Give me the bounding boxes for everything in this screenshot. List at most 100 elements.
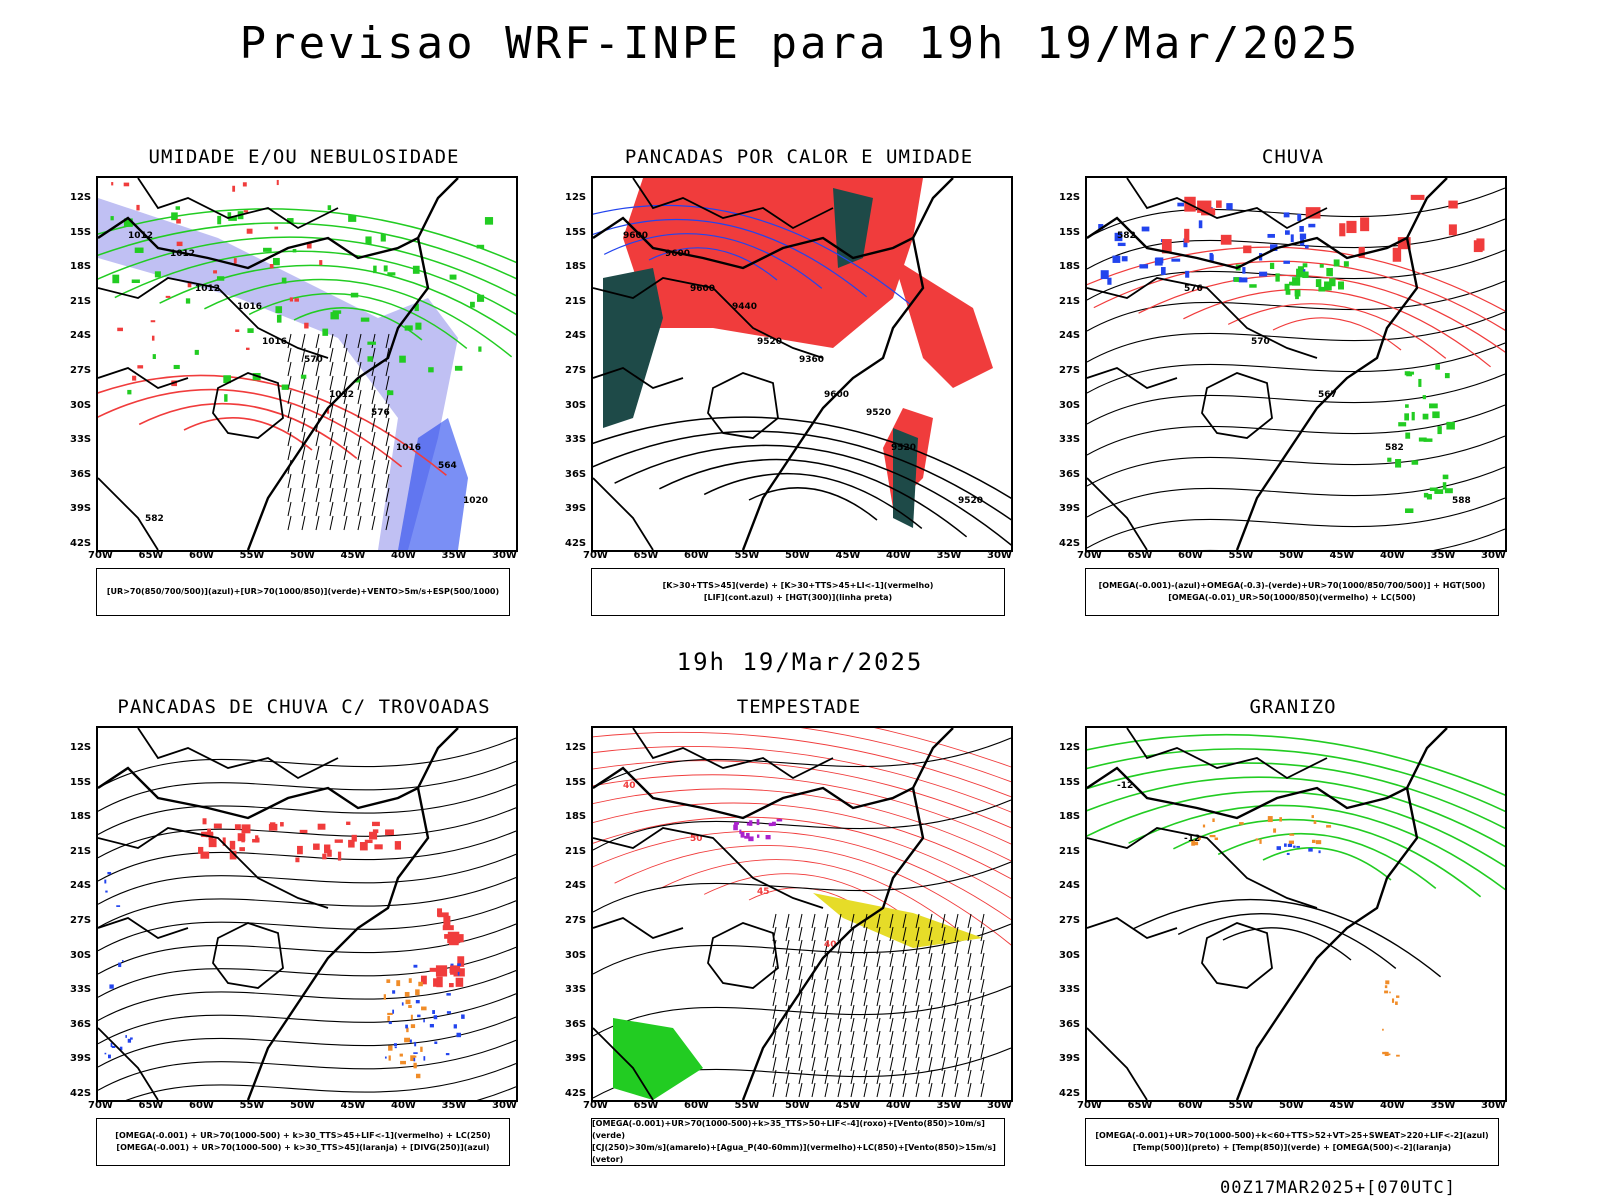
thunderstorm-cell <box>387 1012 393 1016</box>
wind-vector <box>824 926 829 942</box>
wind-vector <box>967 1017 972 1033</box>
wind-vector <box>876 926 881 942</box>
thickness-mark <box>123 182 130 187</box>
wind-vector <box>357 347 362 363</box>
latitude-label: 39S <box>565 1053 587 1065</box>
coastline-border <box>593 1027 654 1100</box>
coastline-border <box>246 787 430 1100</box>
contour-label: 9520 <box>757 337 782 347</box>
wind-vector <box>371 389 376 405</box>
rain-cell <box>1324 281 1332 291</box>
contour-label: 567 <box>1318 390 1337 400</box>
wind-vector <box>863 1069 868 1085</box>
streamline <box>126 1062 516 1100</box>
map-panel: 582 576 570 567 582 588 <box>1085 176 1507 552</box>
thunderstorm-cell <box>229 850 237 860</box>
coastline-border <box>1235 787 1419 1100</box>
wind-vector <box>785 913 790 929</box>
thunderstorm-cell <box>208 838 217 848</box>
wind-vector <box>837 965 842 981</box>
coastline-border <box>1087 178 1448 270</box>
longitude-label: 45W <box>835 550 861 561</box>
hail-cell <box>1287 843 1293 848</box>
wind-vector <box>301 487 306 503</box>
wind-vector <box>967 1069 972 1085</box>
thunderstorm-cell <box>405 999 411 1005</box>
wind-vector <box>850 913 855 929</box>
wind-vector <box>301 501 306 517</box>
rain-cell <box>1392 247 1402 262</box>
thunderstorm-cell <box>438 912 449 918</box>
divergence-mark <box>116 905 121 907</box>
wind-vector <box>785 965 790 981</box>
wind-vector <box>343 515 348 531</box>
rain-cell <box>1329 278 1336 287</box>
longitude-label: 30W <box>987 1100 1012 1111</box>
humidity-cell <box>380 233 386 242</box>
wind-vector <box>902 926 907 942</box>
wind-vector <box>863 939 868 955</box>
longitude-label: 30W <box>1481 1100 1506 1111</box>
coastline-border <box>593 728 954 820</box>
wind-vector <box>889 1069 894 1085</box>
wind-vector <box>301 473 306 489</box>
humidity-cell <box>276 314 282 323</box>
wind-vector <box>785 1030 790 1046</box>
wind-vector <box>301 459 306 475</box>
latitude-label: 18S <box>70 261 92 273</box>
thunderstorm-cell <box>457 956 465 967</box>
rain-cell <box>1405 432 1411 439</box>
rain-cell <box>1183 238 1188 248</box>
latitude-label: 27S <box>1059 915 1081 926</box>
rain-cell <box>1302 271 1309 279</box>
humidity-cell <box>477 294 485 302</box>
humidity-cell <box>399 355 406 363</box>
divergence-mark <box>457 971 460 976</box>
wind-vector <box>357 431 362 447</box>
coastline-border <box>1087 1027 1148 1100</box>
rain-cell <box>1098 224 1104 230</box>
latitude-label: 18S <box>565 261 587 273</box>
wind-vector <box>928 1069 933 1085</box>
wind-vector <box>967 926 972 942</box>
latitude-label: 24S <box>70 330 92 342</box>
coastline-border <box>1087 728 1448 820</box>
contour-label: 582 <box>145 514 164 524</box>
longitude-label: 45W <box>340 550 366 561</box>
thunderstorm-cell <box>410 1014 413 1020</box>
contour-line <box>159 264 516 337</box>
wind-vector <box>889 965 894 981</box>
wind-vector <box>876 1056 881 1072</box>
humidity-cell <box>354 378 360 383</box>
wind-vector <box>357 361 362 377</box>
contour-label: 1016 <box>237 302 262 312</box>
rain-cell <box>1294 289 1301 297</box>
wind-vector <box>889 913 894 929</box>
wind-vector <box>902 952 907 968</box>
divergence-mark <box>394 1046 397 1049</box>
rain-cell <box>1283 260 1290 264</box>
divergence-mark <box>456 1032 461 1038</box>
coastline-border <box>98 477 159 550</box>
wind-vector <box>928 978 933 994</box>
wind-vector <box>315 403 320 419</box>
thunderstorm-cell <box>234 824 241 830</box>
hail-mark <box>1202 824 1206 828</box>
longitude-label: 45W <box>1329 1100 1355 1111</box>
longitude-label: 40W <box>1380 1100 1405 1111</box>
wind-vector <box>824 1017 829 1033</box>
thunderstorm-cell <box>348 839 355 848</box>
longitude-label: 40W <box>886 1100 911 1111</box>
hail-mark <box>1387 1053 1391 1056</box>
wind-vector <box>928 1056 933 1072</box>
humidity-cell <box>348 215 357 222</box>
wind-vector <box>928 913 933 929</box>
contour-label: 582 <box>1385 443 1404 453</box>
wind-vector <box>798 939 803 955</box>
wind-vector <box>343 445 348 461</box>
humidity-cell <box>175 206 181 210</box>
streamline <box>476 1086 516 1100</box>
legend-line: [OMEGA(-0.01)_UR>50(1000/850)(vermelho) … <box>1168 593 1416 602</box>
longitude-label: 40W <box>1380 550 1405 561</box>
rain-cell <box>1238 277 1248 283</box>
